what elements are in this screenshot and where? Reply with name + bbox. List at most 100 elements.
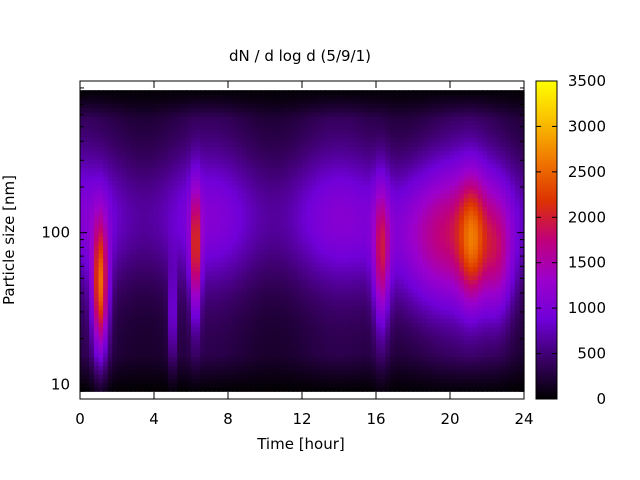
heatmap-cell (339, 223, 345, 229)
heatmap-cell (389, 111, 396, 117)
heatmap-cell (112, 232, 118, 238)
heatmap-cell (311, 103, 317, 108)
heatmap-cell (130, 270, 137, 276)
heatmap-cell (237, 167, 243, 173)
heatmap-cell (399, 90, 405, 96)
heatmap-cell (292, 202, 298, 207)
heatmap-cell (186, 197, 192, 203)
heatmap-cell (260, 163, 266, 169)
heatmap-cell (89, 94, 95, 100)
heatmap-cell (320, 167, 326, 173)
heatmap-cell (158, 223, 164, 229)
heatmap-cell (204, 262, 211, 268)
heatmap-cell (306, 348, 312, 354)
heatmap-cell (112, 365, 118, 371)
heatmap-cell (144, 313, 150, 319)
heatmap-cell (223, 245, 229, 250)
heatmap-cell (218, 279, 224, 285)
heatmap-cell (103, 163, 109, 169)
heatmap-cell (362, 98, 368, 104)
heatmap-cell (191, 331, 197, 336)
heatmap-cell (325, 189, 331, 194)
heatmap-cell (204, 223, 211, 229)
heatmap-cell (297, 331, 303, 336)
heatmap-cell (204, 305, 211, 311)
heatmap-cell (228, 300, 234, 306)
heatmap-cell (241, 313, 248, 319)
heatmap-cell (209, 219, 215, 225)
heatmap-cell (163, 279, 169, 285)
heatmap-cell (158, 305, 164, 311)
heatmap-cell (269, 313, 275, 319)
heatmap-cell (339, 98, 345, 104)
heatmap-cell (283, 219, 289, 225)
heatmap-cell (366, 223, 372, 229)
heatmap-cell (329, 296, 335, 302)
heatmap-cell (80, 348, 86, 354)
heatmap-cell (339, 300, 345, 306)
heatmap-cell (200, 150, 206, 156)
heatmap-cell (325, 266, 331, 272)
heatmap-cell (302, 210, 308, 216)
heatmap-cell (371, 331, 377, 336)
heatmap-cell (394, 137, 400, 143)
heatmap-cell (200, 266, 206, 272)
heatmap-cell (107, 339, 113, 345)
heatmap-cell (366, 133, 372, 139)
heatmap-cell (306, 146, 312, 151)
heatmap-cell (228, 98, 234, 104)
heatmap-cell (167, 146, 174, 151)
heatmap-cell (186, 352, 192, 358)
heatmap-cell (98, 382, 104, 388)
heatmap-cell (260, 124, 266, 130)
heatmap-cell (265, 94, 271, 100)
heatmap-cell (366, 245, 372, 250)
heatmap-cell (265, 193, 271, 199)
heatmap-cell (389, 214, 396, 220)
heatmap-cell (163, 210, 169, 216)
heatmap-cell (394, 90, 400, 96)
heatmap-cell (278, 356, 285, 362)
heatmap-cell (329, 356, 335, 362)
heatmap-cell (177, 296, 183, 302)
heatmap-cell (195, 378, 201, 384)
heatmap-cell (135, 219, 141, 225)
heatmap-cell (172, 343, 178, 349)
heatmap-cell (228, 292, 234, 298)
heatmap-cell (135, 111, 141, 117)
heatmap-cell (329, 120, 335, 126)
heatmap-cell (214, 107, 220, 113)
heatmap-cell (186, 343, 192, 349)
heatmap-cell (251, 262, 257, 268)
heatmap-cell (237, 266, 243, 272)
heatmap-cell (107, 292, 113, 298)
heatmap-cell (315, 300, 322, 306)
heatmap-cell (320, 313, 326, 319)
heatmap-cell (163, 180, 169, 186)
heatmap-cell (274, 150, 280, 156)
heatmap-cell (121, 107, 127, 113)
heatmap-cell (177, 348, 183, 354)
heatmap-cell (260, 223, 266, 229)
heatmap-cell (172, 223, 178, 229)
heatmap-cell (274, 219, 280, 225)
heatmap-cell (209, 292, 215, 298)
heatmap-cell (191, 180, 197, 186)
heatmap-cell (93, 90, 100, 96)
heatmap-cell (241, 296, 248, 302)
heatmap-cell (329, 253, 335, 259)
heatmap-cell (274, 227, 280, 233)
heatmap-cell (380, 90, 386, 96)
heatmap-cell (130, 167, 137, 173)
heatmap-cell (177, 266, 183, 272)
heatmap-cell (191, 300, 197, 306)
heatmap-cell (408, 352, 414, 358)
heatmap-cell (232, 236, 238, 242)
heatmap-cell (408, 369, 414, 375)
heatmap-cell (288, 257, 294, 263)
heatmap-cell (255, 98, 261, 104)
heatmap-cell (394, 352, 400, 358)
heatmap-cell (306, 167, 312, 173)
heatmap-cell (149, 382, 155, 388)
heatmap-cell (98, 163, 104, 169)
